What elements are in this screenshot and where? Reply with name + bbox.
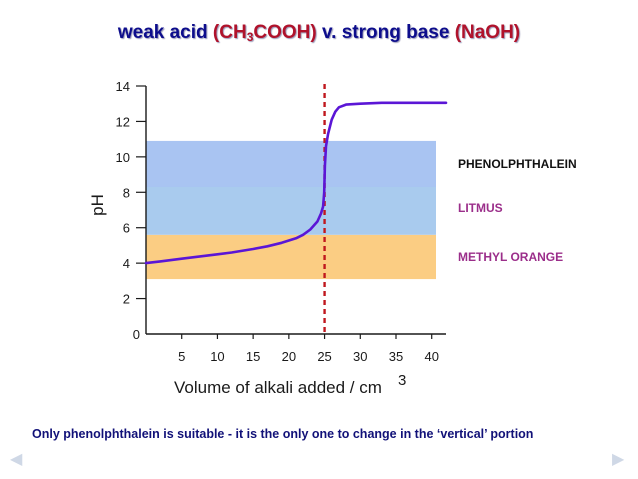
title-part-2-subscript: 3 xyxy=(246,30,254,44)
title-part-5: (NaOH) xyxy=(454,22,521,43)
indicator-labels: PHENOLPHTHALEIN LITMUS METHYL ORANGE xyxy=(458,157,577,264)
y-tick-label: 14 xyxy=(116,79,130,94)
x-tick-label: 5 xyxy=(178,349,185,364)
y-tick-label: 2 xyxy=(123,292,130,307)
y-axis-label: pH xyxy=(88,194,107,216)
title-part-2: (CH xyxy=(212,22,247,43)
titration-curve xyxy=(144,101,448,265)
x-tick-label: 20 xyxy=(282,349,296,364)
x-tick-label: 10 xyxy=(210,349,224,364)
label-methyl-orange: METHYL ORANGE xyxy=(458,250,563,264)
y-tick-label: 0 xyxy=(133,327,140,342)
x-axis-label-text: Volume of alkali added / cm xyxy=(174,378,382,397)
slide-title: weak acid (CH3COOH) v. strong base (NaOH… xyxy=(0,22,638,44)
y-axis-ticks: 0 2 4 6 8 10 12 14 xyxy=(116,79,146,342)
x-tick-label: 25 xyxy=(317,349,331,364)
x-tick-label: 40 xyxy=(424,349,438,364)
caption: Only phenolphthalein is suitable - it is… xyxy=(32,427,534,441)
triangle-left-icon: ◀ xyxy=(10,451,23,468)
x-axis-label: Volume of alkali added / cm xyxy=(174,378,382,397)
band-phenolphthalein xyxy=(146,140,436,187)
next-slide-button[interactable]: ▶ xyxy=(612,449,624,469)
titration-chart: 5 10 15 20 25 30 35 40 0 2 4 6 8 10 12 14 pH Volume of… xyxy=(88,79,577,397)
prev-slide-button[interactable]: ◀ xyxy=(10,449,22,469)
x-axis-label-superscript: 3 xyxy=(398,372,406,389)
y-tick-label: 4 xyxy=(123,256,130,271)
label-litmus: LITMUS xyxy=(458,201,503,215)
y-tick-label: 12 xyxy=(116,114,130,129)
band-litmus xyxy=(146,181,436,235)
title-part-1: weak acid xyxy=(117,22,213,43)
y-tick-label: 8 xyxy=(123,185,130,200)
x-axis-ticks: 5 10 15 20 25 30 35 40 xyxy=(178,334,439,364)
y-tick-label: 6 xyxy=(123,221,130,236)
y-tick-label: 10 xyxy=(116,150,130,165)
title-part-3: COOH) xyxy=(253,22,317,43)
x-tick-label: 30 xyxy=(353,349,367,364)
indicator-bands xyxy=(146,140,436,280)
label-phenolphthalein: PHENOLPHTHALEIN xyxy=(458,157,577,171)
title-part-4: v. strong base xyxy=(316,22,455,43)
x-tick-label: 35 xyxy=(389,349,403,364)
x-tick-label: 15 xyxy=(246,349,260,364)
triangle-right-icon: ▶ xyxy=(612,451,625,468)
